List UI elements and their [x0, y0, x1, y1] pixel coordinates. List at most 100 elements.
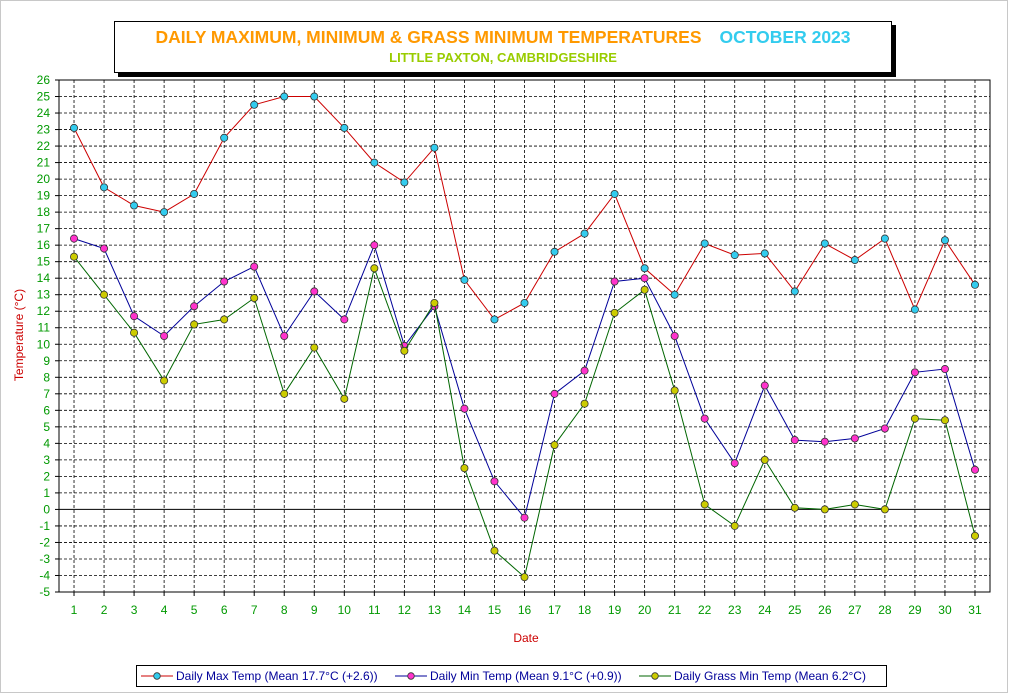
data-point [250, 262, 259, 271]
y-tick-label: 24 [37, 106, 51, 120]
data-point [760, 249, 769, 258]
y-tick-label: 5 [43, 420, 50, 434]
data-point [190, 189, 199, 198]
legend-label-min: Daily Min Temp (Mean 9.1°C (+0.9)) [430, 669, 622, 683]
x-tick-label: 7 [251, 603, 258, 617]
legend: Daily Max Temp (Mean 17.7°C (+2.6)) Dail… [136, 665, 887, 687]
data-point [910, 368, 919, 377]
data-point [460, 275, 469, 284]
data-point [970, 280, 979, 289]
x-tick-label: 30 [938, 603, 952, 617]
data-point [70, 234, 79, 243]
y-tick-label: -1 [39, 519, 50, 533]
x-tick-label: 9 [311, 603, 318, 617]
data-point [880, 234, 889, 243]
legend-label-grass: Daily Grass Min Temp (Mean 6.2°C) [674, 669, 866, 683]
x-tick-label: 19 [608, 603, 622, 617]
y-tick-label: 18 [37, 205, 51, 219]
data-point [130, 312, 139, 321]
data-point [370, 158, 379, 167]
data-point [310, 287, 319, 296]
data-point [820, 239, 829, 248]
x-tick-label: 16 [518, 603, 532, 617]
chart-title-month: OCTOBER 2023 [719, 27, 851, 47]
y-tick-label: 20 [37, 172, 51, 186]
y-tick-label: 10 [37, 337, 51, 351]
y-tick-label: -5 [39, 585, 50, 599]
data-point [190, 302, 199, 311]
data-point [910, 414, 919, 423]
axes: -5-4-3-2-1012345678910111213141516171819… [37, 73, 991, 617]
data-point [520, 298, 529, 307]
data-point [220, 315, 229, 324]
data-point [460, 464, 469, 473]
y-tick-label: -2 [39, 535, 50, 549]
data-point [790, 436, 799, 445]
x-tick-label: 15 [488, 603, 502, 617]
y-axis-label: Temperature (°C) [12, 289, 26, 381]
data-point [700, 239, 709, 248]
y-tick-label: 0 [43, 502, 50, 516]
legend-swatch-min [395, 672, 427, 680]
y-tick-label: 8 [43, 370, 50, 384]
data-point [730, 521, 739, 530]
data-point [460, 404, 469, 413]
y-tick-label: 25 [37, 90, 51, 104]
y-tick-label: 21 [37, 156, 51, 170]
y-tick-label: 23 [37, 123, 51, 137]
x-tick-label: 2 [101, 603, 108, 617]
y-tick-label: 13 [37, 288, 51, 302]
y-tick-label: 1 [43, 486, 50, 500]
chart-title: DAILY MAXIMUM, MINIMUM & GRASS MINIMUM T… [155, 27, 702, 47]
data-point [70, 252, 79, 261]
y-tick-label: 6 [43, 403, 50, 417]
y-tick-label: 9 [43, 354, 50, 368]
data-point [820, 505, 829, 514]
data-point [850, 256, 859, 265]
data-point [640, 285, 649, 294]
title-box: DAILY MAXIMUM, MINIMUM & GRASS MINIMUM T… [114, 21, 892, 73]
y-tick-label: 14 [37, 271, 51, 285]
data-point [580, 229, 589, 238]
x-tick-label: 8 [281, 603, 288, 617]
x-tick-label: 29 [908, 603, 922, 617]
x-axis-label: Date [513, 631, 539, 645]
data-point [100, 183, 109, 192]
y-tick-label: 22 [37, 139, 51, 153]
x-tick-label: 1 [71, 603, 78, 617]
legend-label-max: Daily Max Temp (Mean 17.7°C (+2.6)) [176, 669, 378, 683]
data-point [430, 298, 439, 307]
data-point [340, 123, 349, 132]
x-tick-label: 23 [728, 603, 742, 617]
data-point [130, 201, 139, 210]
data-point [100, 244, 109, 253]
x-tick-label: 11 [368, 603, 381, 617]
y-tick-label: -4 [39, 568, 50, 582]
data-point [490, 546, 499, 555]
data-point [850, 500, 859, 509]
data-point [760, 455, 769, 464]
x-tick-label: 18 [578, 603, 592, 617]
x-tick-label: 12 [398, 603, 412, 617]
data-point [610, 277, 619, 286]
x-tick-label: 26 [818, 603, 832, 617]
y-tick-label: 15 [37, 255, 51, 269]
data-point [700, 414, 709, 423]
data-point [280, 389, 289, 398]
plot-border [58, 79, 991, 593]
x-tick-label: 10 [338, 603, 352, 617]
legend-item-min: Daily Min Temp (Mean 9.1°C (+0.9)) [395, 666, 622, 686]
data-point [940, 416, 949, 425]
y-tick-label: 19 [37, 189, 51, 203]
data-point [130, 328, 139, 337]
data-point [340, 315, 349, 324]
data-point [550, 247, 559, 256]
data-point [100, 290, 109, 299]
grid [59, 79, 990, 593]
data-point [970, 465, 979, 474]
data-point [970, 531, 979, 540]
y-tick-label: 2 [43, 469, 50, 483]
x-tick-label: 3 [131, 603, 138, 617]
data-point [220, 277, 229, 286]
